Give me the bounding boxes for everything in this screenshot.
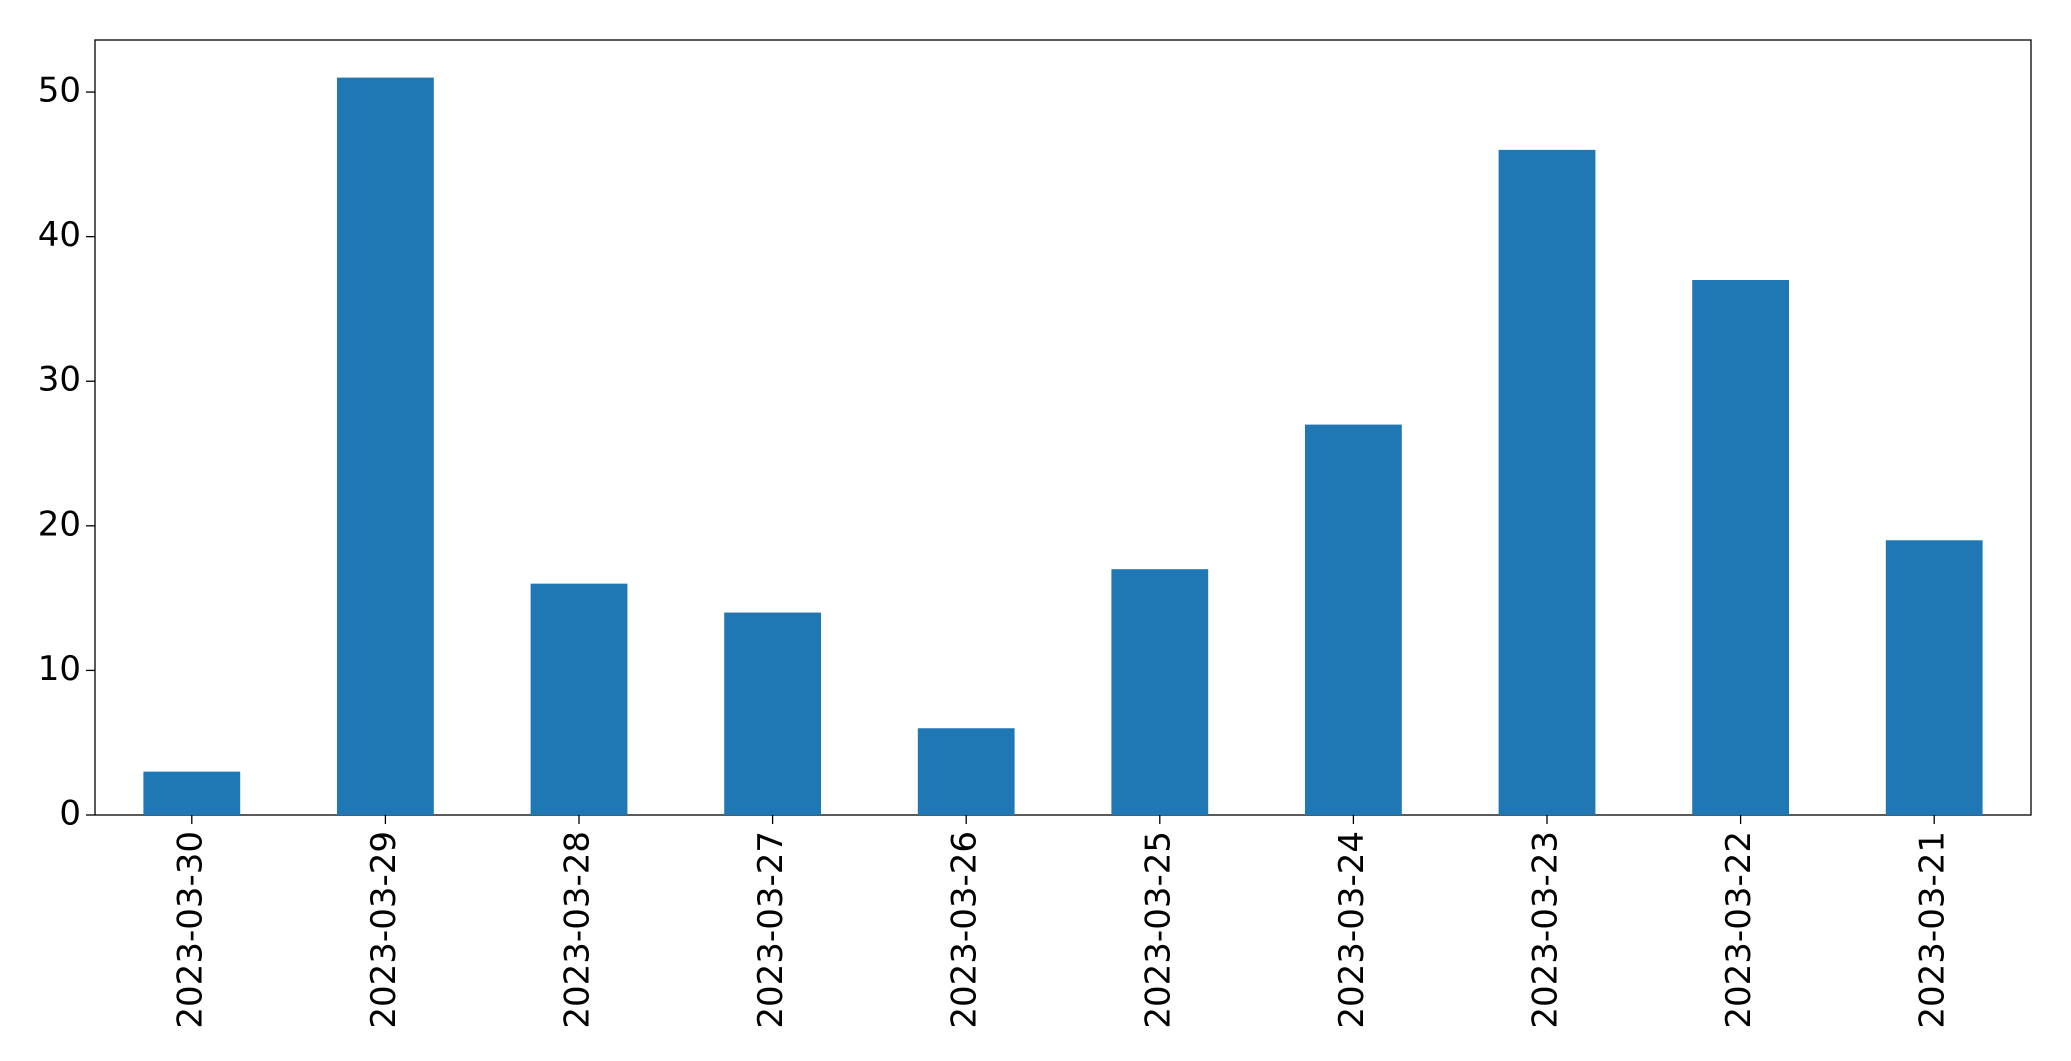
- bar: [1885, 540, 1983, 815]
- x-tick-label: 2023-03-24: [1332, 831, 1372, 1029]
- y-tick-label: 30: [38, 360, 81, 400]
- x-tick-label: 2023-03-22: [1719, 831, 1759, 1029]
- bar: [724, 612, 821, 815]
- y-tick-label: 50: [38, 71, 81, 111]
- y-tick-label: 20: [38, 504, 81, 544]
- bar: [1498, 149, 1596, 815]
- x-tick-label: 2023-03-30: [170, 831, 210, 1029]
- x-tick-label: 2023-03-28: [558, 831, 598, 1029]
- x-tick-label: 2023-03-26: [945, 831, 985, 1029]
- x-tick-label: 2023-03-21: [1913, 831, 1953, 1029]
- bar: [1692, 280, 1789, 815]
- x-tick-label: 2023-03-23: [1526, 831, 1566, 1029]
- bar: [143, 771, 241, 815]
- x-tick-label: 2023-03-25: [1138, 831, 1178, 1029]
- y-tick-label: 10: [38, 649, 81, 689]
- axes-frame: [94, 39, 2032, 816]
- x-tick-label: 2023-03-27: [751, 831, 791, 1029]
- bar: [530, 583, 628, 815]
- bar: [1111, 569, 1209, 815]
- bar: [1305, 424, 1402, 815]
- y-tick-label: 0: [59, 794, 81, 834]
- bar: [917, 728, 1015, 815]
- x-tick-label: 2023-03-29: [364, 831, 404, 1029]
- y-tick-label: 40: [38, 215, 81, 255]
- bar: [337, 77, 434, 816]
